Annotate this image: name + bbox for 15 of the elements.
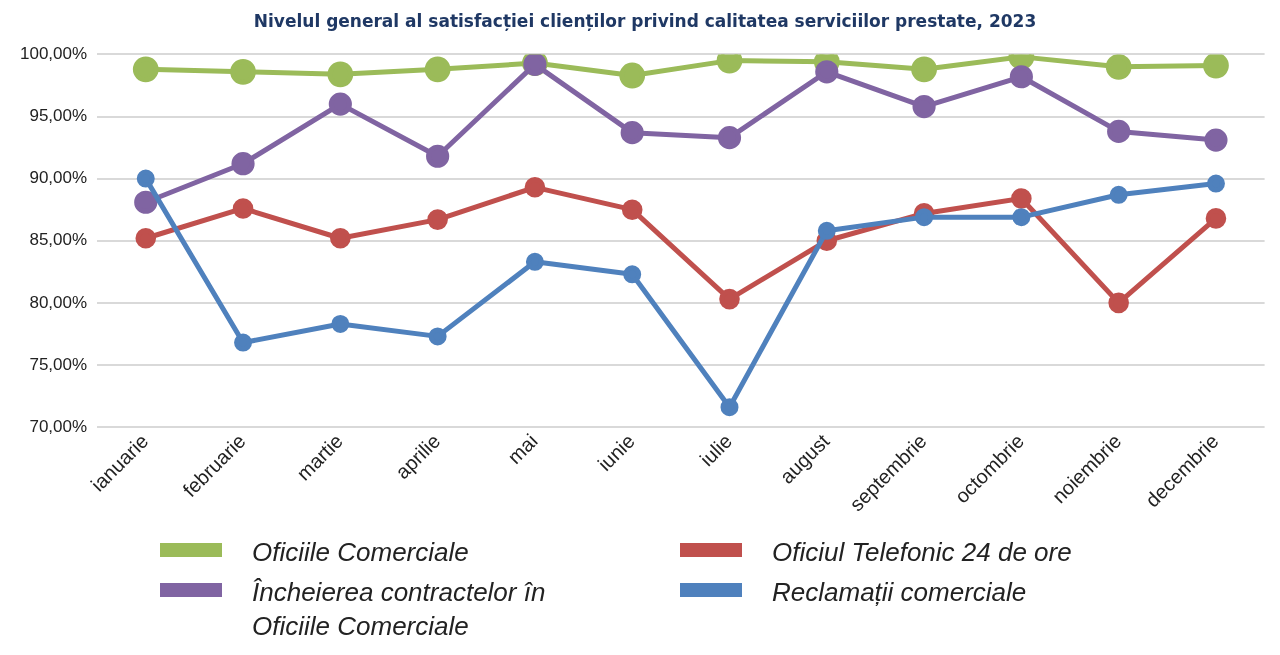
y-tick-label: 85,00% xyxy=(29,230,88,250)
y-tick-label: 95,00% xyxy=(29,106,88,126)
y-tick-label: 90,00% xyxy=(29,168,88,188)
legend-label: Oficiile Comerciale xyxy=(252,536,470,569)
chart-title: Nivelul general al satisfacției clienților privind calitatea serviciilor prestate, 2023 xyxy=(253,10,1037,31)
x-tick-label: mai xyxy=(503,429,542,469)
y-tick-label: 70,00% xyxy=(29,416,88,436)
y-tick-label: 80,00% xyxy=(29,292,88,312)
legend-label: Reclamații comerciale xyxy=(772,576,1028,609)
y-tick-label: 75,00% xyxy=(29,354,88,374)
legend-label: Oficiul Telefonic 24 de ore xyxy=(772,536,1073,569)
x-tick-label: iulie xyxy=(695,429,737,471)
y-tick-label: 100,00% xyxy=(19,44,88,64)
x-tick-label: iunie xyxy=(593,429,639,476)
legend-label: Încheierea contractelor în Oficiile Comerciale xyxy=(252,576,547,643)
